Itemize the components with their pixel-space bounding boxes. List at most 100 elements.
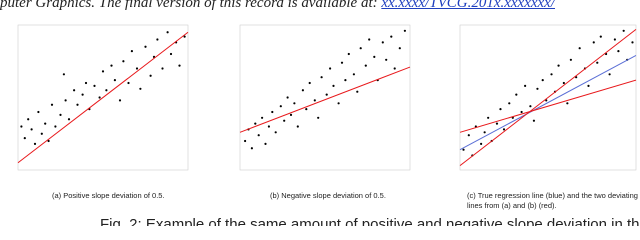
plot-frame [459, 24, 637, 171]
figure-caption: Fig. 2: Example of the same amount of po… [100, 216, 640, 226]
point [50, 103, 54, 106]
point [340, 61, 344, 64]
point [84, 81, 88, 85]
point [596, 61, 599, 64]
point [149, 74, 152, 77]
point [347, 52, 350, 56]
point [301, 89, 304, 92]
point [557, 64, 560, 67]
point [135, 67, 139, 70]
point [332, 84, 335, 87]
point [508, 102, 511, 105]
point [325, 93, 328, 96]
point [73, 89, 76, 92]
point [499, 108, 502, 111]
header-text: puter Graphics. The final version of thi… [0, 0, 382, 11]
point [532, 119, 536, 122]
point [352, 73, 355, 76]
header-link[interactable]: xx.xxxx/TVCG.201x.xxxxxxx/ [381, 0, 555, 11]
point [64, 99, 67, 102]
point [122, 60, 125, 63]
point [393, 67, 396, 70]
point [631, 41, 634, 44]
regression-line [17, 31, 189, 164]
point [320, 76, 323, 79]
point [130, 50, 133, 53]
point [44, 122, 47, 125]
regression-line [459, 79, 637, 133]
point [541, 79, 544, 82]
point [550, 73, 553, 76]
point [536, 87, 539, 90]
point [27, 118, 30, 121]
point [279, 105, 282, 108]
point [127, 81, 130, 85]
point [495, 122, 499, 125]
point [368, 38, 371, 41]
header: puter Graphics. The final version of thi… [0, 0, 555, 12]
point [261, 116, 264, 119]
point [364, 64, 367, 67]
point [67, 118, 71, 121]
point [244, 139, 247, 143]
point [617, 50, 620, 53]
point [520, 110, 523, 114]
point [467, 134, 470, 137]
point [54, 125, 57, 128]
point [93, 84, 96, 87]
point [487, 116, 490, 119]
point [296, 125, 299, 128]
point [613, 38, 616, 41]
point [359, 47, 362, 50]
point [529, 105, 532, 108]
point [373, 55, 376, 59]
point [110, 64, 113, 67]
point [587, 84, 590, 87]
point [105, 89, 108, 92]
point [271, 110, 274, 114]
point [524, 84, 527, 87]
point [344, 79, 347, 82]
plot-frame [239, 24, 411, 171]
point [30, 128, 33, 131]
point [356, 90, 359, 93]
point [267, 125, 270, 128]
regression-line [239, 66, 411, 133]
point [385, 58, 388, 61]
point [398, 47, 401, 50]
point [462, 148, 465, 151]
point [113, 79, 116, 82]
point [169, 52, 173, 56]
point [161, 67, 164, 70]
point [23, 137, 26, 140]
point [250, 147, 253, 150]
point [566, 102, 569, 105]
point [608, 73, 611, 76]
point [81, 93, 84, 96]
point [166, 31, 169, 34]
regression-line [459, 55, 637, 151]
point [264, 142, 267, 145]
point [101, 70, 105, 73]
point [599, 35, 602, 38]
point [293, 102, 296, 105]
point [283, 119, 286, 122]
point [403, 29, 406, 32]
point [305, 108, 308, 111]
point [578, 47, 581, 50]
point [118, 99, 122, 102]
plot-frame [17, 24, 189, 171]
point [381, 41, 384, 44]
point [390, 35, 393, 38]
panel-caption: (b) Negative slope deviation of 0.5. [270, 191, 386, 200]
point [562, 81, 565, 85]
point [317, 116, 320, 119]
point [139, 87, 142, 90]
point [62, 73, 65, 76]
point [592, 41, 595, 44]
point [329, 67, 332, 70]
regression-line [459, 28, 637, 167]
point [47, 139, 50, 143]
point [76, 103, 79, 106]
point [254, 122, 257, 125]
